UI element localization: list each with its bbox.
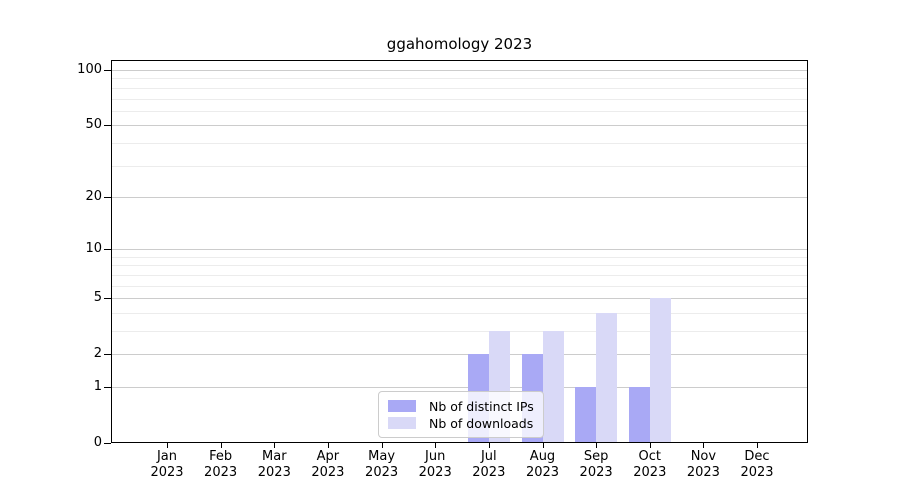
gridline-minor-60	[112, 110, 807, 112]
x-tick-label-nov: Nov 2023	[686, 449, 720, 480]
x-tick-sep	[596, 443, 598, 448]
gridline-minor-80	[112, 87, 807, 89]
gridline-major-10	[112, 249, 807, 251]
y-tick-20	[104, 196, 111, 198]
x-tick-jan	[167, 443, 168, 448]
legend-label-downloads: Nb of downloads	[429, 415, 534, 431]
x-tick-label-dec: Dec 2023	[740, 449, 774, 480]
gridline-major-100	[112, 70, 807, 71]
x-tick-dec	[757, 443, 758, 448]
legend: Nb of distinct IPs Nb of downloads	[378, 391, 544, 438]
x-tick-jun	[435, 443, 437, 448]
y-tick-5	[104, 298, 111, 300]
x-tick-apr	[327, 443, 329, 448]
legend-swatch-downloads	[388, 417, 416, 429]
y-tick-label-10: 10	[85, 241, 102, 257]
x-tick-label-feb: Feb 2023	[204, 449, 238, 480]
y-tick-1	[104, 387, 111, 388]
bar-distinct-ips-oct	[628, 387, 650, 443]
gridline-minor-6	[112, 285, 807, 287]
gridline-minor-3	[112, 331, 807, 332]
bar-distinct-ips-sep	[575, 387, 597, 443]
legend-item-distinct-ips: Nb of distinct IPs	[388, 398, 534, 414]
x-tick-label-sep: Sep 2023	[579, 449, 613, 480]
y-tick-10	[104, 249, 111, 251]
x-tick-label-jan: Jan 2023	[150, 449, 184, 480]
y-tick-0	[104, 443, 111, 444]
bar-downloads-oct	[649, 298, 671, 443]
y-tick-label-0: 0	[93, 435, 102, 450]
chart-title: ggahomology 2023	[386, 35, 533, 53]
bar-downloads-sep	[596, 312, 618, 443]
gridline-minor-70	[112, 98, 807, 100]
x-tick-label-apr: Apr 2023	[311, 449, 345, 480]
gridline-major-1	[112, 387, 807, 388]
y-tick-label-2: 2	[93, 346, 102, 362]
x-tick-may	[381, 443, 383, 448]
legend-label-distinct-ips: Nb of distinct IPs	[429, 398, 534, 414]
x-tick-aug	[542, 443, 544, 448]
gridline-major-20	[112, 196, 807, 198]
legend-item-downloads: Nb of downloads	[388, 415, 534, 431]
x-tick-feb	[220, 443, 222, 448]
y-tick-2	[104, 354, 111, 356]
y-tick-100	[104, 70, 111, 71]
x-tick-label-aug: Aug 2023	[525, 449, 560, 480]
x-tick-label-may: May 2023	[365, 449, 399, 480]
y-tick-label-5: 5	[93, 290, 102, 306]
y-tick-50	[104, 125, 111, 127]
x-tick-mar	[274, 443, 276, 448]
x-tick-label-jun: Jun 2023	[418, 449, 452, 480]
y-tick-label-1: 1	[93, 379, 102, 394]
y-tick-label-50: 50	[85, 117, 102, 133]
bar-downloads-aug	[542, 331, 564, 443]
x-tick-label-jul: Jul 2023	[472, 449, 506, 480]
y-tick-label-20: 20	[85, 188, 102, 204]
x-tick-nov	[703, 443, 705, 448]
x-tick-jul	[488, 443, 490, 448]
x-tick-oct	[649, 443, 651, 448]
x-tick-label-oct: Oct 2023	[633, 449, 667, 480]
gridline-major-50	[112, 125, 807, 127]
gridline-minor-90	[112, 78, 807, 80]
legend-swatch-distinct-ips	[388, 400, 416, 412]
gridline-minor-4	[112, 312, 807, 314]
gridline-minor-40	[112, 142, 807, 144]
gridline-minor-7	[112, 274, 807, 276]
gridline-minor-30	[112, 165, 807, 167]
gridline-major-5	[112, 298, 807, 300]
plot-area	[111, 60, 808, 443]
x-tick-label-mar: Mar 2023	[257, 449, 291, 480]
gridline-major-2	[112, 354, 807, 356]
gridline-minor-8	[112, 265, 807, 267]
gridline-minor-9	[112, 256, 807, 258]
y-tick-label-100: 100	[77, 62, 102, 77]
